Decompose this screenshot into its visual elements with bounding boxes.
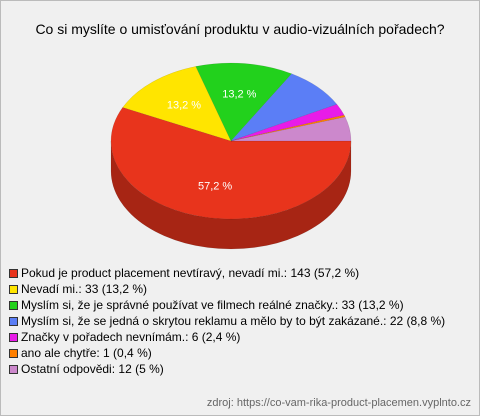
pie-slice bbox=[230, 116, 352, 142]
legend-swatch bbox=[9, 317, 18, 326]
legend-label: Pokud je product placement nevtíravý, ne… bbox=[21, 266, 360, 280]
slice-label: 13,2 % bbox=[222, 88, 256, 100]
slice-label: 13,2 % bbox=[167, 99, 201, 111]
legend-item: Nevadí mi.: 33 (13,2 %) bbox=[9, 282, 461, 296]
legend-item: Značky v pořadech nevnímám.: 6 (2,4 %) bbox=[9, 330, 461, 344]
legend: Pokud je product placement nevtíravý, ne… bbox=[9, 266, 461, 378]
slice-label: 57,2 % bbox=[198, 181, 232, 193]
legend-item: Pokud je product placement nevtíravý, ne… bbox=[9, 266, 461, 280]
legend-swatch bbox=[9, 269, 18, 278]
legend-label: Nevadí mi.: 33 (13,2 %) bbox=[21, 282, 148, 296]
legend-label: Myslím si, že se jedná o skrytou reklamu… bbox=[21, 314, 446, 328]
pie-slice bbox=[195, 62, 293, 142]
pie-slice bbox=[122, 66, 232, 142]
legend-item: Myslím si, že se jedná o skrytou reklamu… bbox=[9, 314, 461, 328]
legend-swatch bbox=[9, 301, 18, 310]
legend-label: Myslím si, že je správné používat ve fil… bbox=[21, 298, 404, 312]
legend-label: ano ale chytře: 1 (0,4 %) bbox=[21, 346, 152, 360]
source: zdroj: https://co-vam-rika-product-place… bbox=[206, 397, 471, 409]
pie-slice bbox=[230, 73, 338, 142]
legend-item: Myslím si, že je správné používat ve fil… bbox=[9, 298, 461, 312]
pie-area: 57,2 % 13,2 % 13,2 % bbox=[110, 62, 352, 250]
pie-slice bbox=[230, 104, 345, 142]
legend-swatch bbox=[9, 333, 18, 342]
legend-swatch bbox=[9, 365, 18, 374]
chart-title: Co si myslíte o umisťování produktu v au… bbox=[35, 21, 445, 37]
legend-swatch bbox=[9, 349, 18, 358]
legend-label: Značky v pořadech nevnímám.: 6 (2,4 %) bbox=[21, 330, 241, 344]
pie-slice bbox=[230, 114, 346, 142]
pie-slice bbox=[110, 107, 352, 220]
legend-item: ano ale chytře: 1 (0,4 %) bbox=[9, 346, 461, 360]
legend-label: Ostatní odpovědi: 12 (5 %) bbox=[21, 362, 164, 376]
legend-swatch bbox=[9, 285, 18, 294]
legend-item: Ostatní odpovědi: 12 (5 %) bbox=[9, 362, 461, 376]
